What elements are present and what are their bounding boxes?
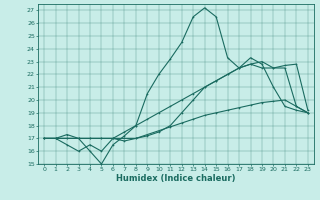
X-axis label: Humidex (Indice chaleur): Humidex (Indice chaleur) bbox=[116, 174, 236, 183]
